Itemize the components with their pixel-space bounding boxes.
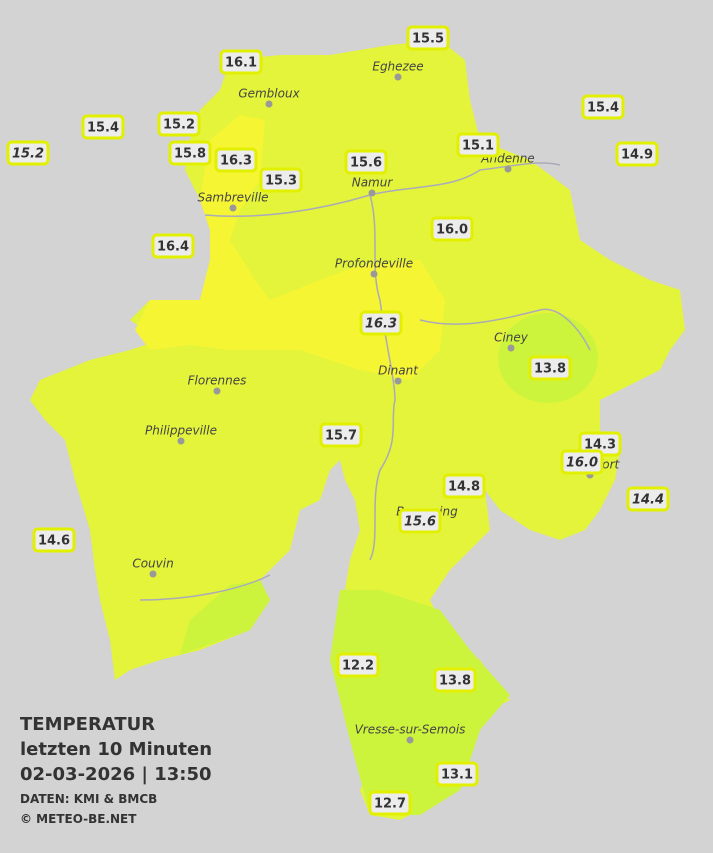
station-value: 14.8 [448,480,480,495]
station-box [398,508,442,534]
station-value: 14.4 [632,493,664,508]
station-value: 15.6 [350,156,382,171]
station-box [528,355,572,381]
station-value: 12.2 [342,659,374,674]
station-value: 13.1 [441,768,473,783]
city-dot [265,100,273,108]
station-value: 14.3 [584,438,616,453]
station-box [344,149,388,175]
city-dot [394,377,402,385]
city-label: Couvin [132,557,173,571]
station-box [81,114,125,140]
station-box [151,233,195,259]
city-label: Ciney [494,331,529,345]
station-value: 12.7 [374,797,406,812]
city-dot [507,344,515,352]
station-value: 16.3 [365,317,397,332]
station-value: 15.4 [587,101,619,116]
station-value: 16.4 [157,240,189,255]
city-label: Gembloux [238,87,300,101]
station-box [214,147,258,173]
station-value: 14.9 [621,148,653,163]
station-box [319,422,363,448]
station-value: 16.3 [220,154,252,169]
station-box [442,473,486,499]
station-value: 15.1 [462,139,494,154]
station-value: 15.2 [163,118,195,133]
city-dot [504,165,512,173]
station-box [336,652,380,678]
city-label: Profondeville [335,257,413,271]
subtitle: letzten 10 Minuten [20,739,212,760]
station-box [368,790,412,816]
station-box [157,111,201,137]
station-box [430,216,474,242]
station-value: 16.0 [566,456,598,471]
timestamp: 02-03-2026 | 13:50 [20,764,212,785]
station-value: 15.8 [174,147,206,162]
station-box [456,132,500,158]
station-box [168,140,212,166]
city-dot [406,736,414,744]
station-box [581,94,625,120]
city-dot [177,437,185,445]
title: TEMPERATUR [20,714,155,735]
city-label: Vresse-sur-Semois [355,723,466,737]
city-dot [229,204,237,212]
station-box [406,25,450,51]
station-box [615,141,659,167]
station-value: 13.8 [439,674,471,689]
station-value: 15.3 [265,174,297,189]
source: DATEN: KMI & BMCB [20,792,157,806]
city-label: Namur [352,176,394,190]
city-dot [149,570,157,578]
station-box [6,140,50,166]
rivers [139,162,591,601]
station-box [359,310,403,336]
city-label: Florennes [188,374,247,388]
station-box [433,667,477,693]
station-box [435,761,479,787]
station-box [560,449,604,475]
station-value: 15.2 [12,147,44,162]
station-box [32,527,76,553]
city-dot [368,189,376,197]
station-value: 15.6 [404,515,436,530]
credit: © METEO-BE.NET [20,812,137,826]
city-dot [370,270,378,278]
station-value: 14.6 [38,534,70,549]
station-box [259,167,303,193]
station-box [219,49,263,75]
city-dot [394,73,402,81]
city-dot [213,387,221,395]
station-value: 15.4 [87,121,119,136]
station-value: 15.7 [325,429,357,444]
city-label: Philippeville [145,424,217,438]
station-value: 13.8 [534,362,566,377]
cool-zone [330,590,510,815]
station-box [626,486,670,512]
city-label: Sambreville [197,191,268,205]
station-value: 16.1 [225,56,257,71]
city-label: Eghezee [372,60,423,74]
station-value: 16.0 [436,223,468,238]
station-value: 15.5 [412,32,444,47]
cool-zone [180,580,270,655]
city-label: Dinant [378,364,419,378]
